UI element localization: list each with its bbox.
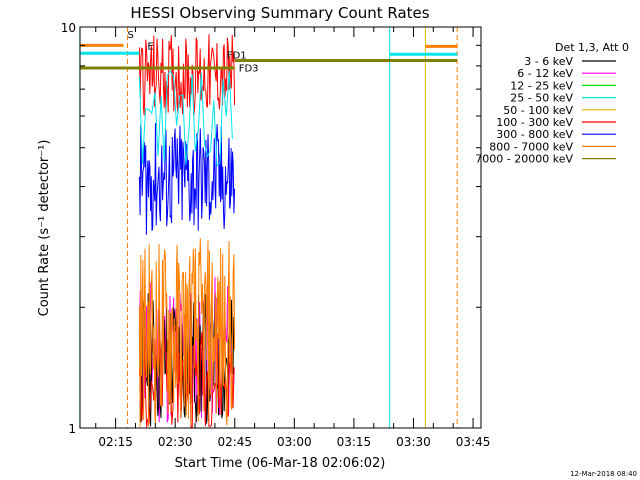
y-axis-label: Count Rate (s⁻¹ detector⁻¹) (37, 140, 52, 317)
x-tick-label: 03:15 (337, 435, 372, 449)
series-800-7000kev (138, 238, 236, 427)
x-tick-label: 03:45 (456, 435, 491, 449)
y-tick-label: 10 (61, 21, 76, 35)
x-axis-label: Start Time (06-Mar-18 02:06:02) (175, 456, 386, 471)
flag-label: FD1 (227, 50, 247, 61)
flag-label: S (128, 30, 134, 41)
legend-label: 6 - 12 keV (517, 67, 573, 80)
x-tick-label: 03:00 (277, 435, 312, 449)
series-300-800kev (138, 122, 236, 235)
x-tick-label: 02:30 (158, 435, 193, 449)
legend-label: 12 - 25 keV (510, 79, 573, 92)
flag-label: FD3 (239, 63, 259, 74)
timestamp: 12-Mar-2018 08:40 (570, 470, 637, 478)
legend-label: 300 - 800 keV (496, 128, 573, 141)
legend-label: 3 - 6 keV (524, 55, 573, 68)
x-tick-label: 02:45 (217, 435, 252, 449)
legend-label: 100 - 300 keV (496, 116, 573, 129)
legend-label: 7000 - 20000 keV (475, 153, 573, 166)
axes: 02:15 02:30 02:45 03:00 03:15 03:30 03:45 1 10 (61, 21, 491, 449)
legend-title: Det 1,3, Att 0 (555, 41, 629, 54)
x-tick-label: 03:30 (396, 435, 431, 449)
series-25-50kev (138, 70, 233, 167)
flag-label: E (147, 41, 153, 52)
legend-label: 800 - 7000 keV (489, 140, 573, 153)
plot-frame (79, 26, 482, 429)
y-tick-label: 1 (68, 422, 76, 436)
legend-label: 50 - 100 keV (503, 104, 573, 117)
x-tick-label: 02:15 (98, 435, 133, 449)
chart-title: HESSI Observing Summary Count Rates (130, 4, 429, 22)
plot-area: FD1 FD3 S E (79, 27, 458, 429)
legend-label: 25 - 50 keV (510, 92, 573, 105)
